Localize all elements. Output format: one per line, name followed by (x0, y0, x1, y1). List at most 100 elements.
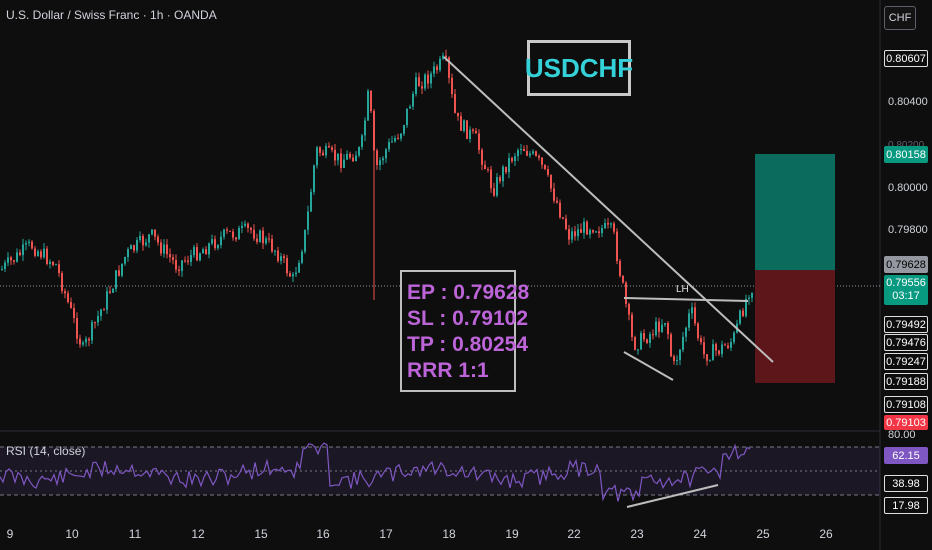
candle-body (76, 317, 78, 339)
trade-details-box[interactable]: EP : 0.79628 SL : 0.79102 TP : 0.80254 R… (400, 270, 530, 392)
candle-body (229, 230, 231, 232)
candle-body (652, 334, 654, 336)
candle-body (532, 151, 534, 154)
candle-body (61, 273, 63, 292)
candle-body (118, 270, 120, 276)
candle-body (439, 58, 441, 71)
candle-body (64, 291, 66, 294)
candle-body (697, 323, 699, 339)
candle-body (379, 160, 381, 165)
ticker-annotation[interactable]: USDCHF (525, 40, 633, 96)
candle-body (88, 338, 90, 341)
candle-body (46, 248, 48, 264)
candle-body (745, 298, 747, 317)
candle-body (286, 258, 288, 274)
candle-body (301, 251, 303, 263)
rsi-indicator-label[interactable]: RSI (14, close) (6, 444, 86, 458)
candle-body (667, 323, 669, 335)
candlestick-series (1, 49, 753, 366)
candle-body (649, 334, 651, 343)
candle-body (694, 307, 696, 324)
candle-body (205, 249, 207, 255)
candle-body (280, 256, 282, 261)
candle-body (184, 260, 186, 262)
candle-body (691, 307, 693, 314)
candle-body (682, 336, 684, 350)
time-tick: 24 (693, 527, 707, 541)
candle-body (514, 156, 516, 162)
time-tick: 17 (379, 527, 393, 541)
symbol-title[interactable]: U.S. Dollar / Swiss Franc · 1h · OANDA (6, 8, 217, 22)
candle-body (613, 223, 615, 232)
time-tick: 19 (505, 527, 519, 541)
candle-body (259, 230, 261, 242)
entry-price-tag: 0.79628 (884, 256, 928, 273)
rsi-line (0, 442, 751, 502)
candle-body (331, 147, 333, 150)
candle-body (307, 211, 309, 230)
lower-high-line[interactable] (623, 297, 749, 302)
candle-body (427, 74, 429, 84)
candle-body (100, 309, 102, 316)
take-profit-price-tag: 0.80158 (884, 146, 928, 163)
price-label-high: 0.80607 (884, 50, 928, 67)
time-tick: 18 (442, 527, 456, 541)
candle-body (355, 155, 357, 162)
candle-body (730, 342, 732, 348)
candle-body (670, 334, 672, 357)
candle-body (517, 149, 519, 157)
candle-body (175, 260, 177, 270)
candle-body (67, 293, 69, 302)
descending-trendline[interactable] (443, 56, 774, 363)
rsi-divergence-line[interactable] (626, 484, 719, 508)
candle-body (295, 272, 297, 275)
candle-body (625, 282, 627, 304)
last-price-value: 0.79556 (886, 277, 926, 289)
candle-body (265, 238, 267, 244)
candle-body (718, 350, 720, 355)
candle-body (664, 323, 666, 325)
risk-reward-text: RRR 1:1 (407, 359, 489, 382)
candle-body (346, 153, 348, 160)
candle-body (559, 202, 561, 218)
take-profit-zone[interactable] (755, 154, 835, 270)
candle-body (70, 301, 72, 309)
candle-body (52, 261, 54, 266)
stop-loss-zone[interactable] (755, 270, 835, 383)
candle-body (247, 223, 249, 229)
candle-body (655, 321, 657, 336)
price-label: 0.79247 (884, 353, 928, 370)
candle-body (40, 251, 42, 258)
candle-body (391, 141, 393, 143)
candle-body (421, 86, 423, 89)
candle-body (499, 177, 501, 182)
rsi-level-label: 38.98 (884, 475, 928, 492)
currency-button[interactable]: CHF (884, 6, 916, 30)
candle-body (565, 218, 567, 230)
candle-body (253, 229, 255, 239)
candle-body (37, 251, 39, 256)
wedge-lower-line[interactable] (623, 351, 674, 381)
candle-body (511, 158, 513, 162)
candle-body (241, 225, 243, 228)
candle-body (436, 66, 438, 71)
candle-body (214, 239, 216, 249)
candle-body (604, 222, 606, 229)
candle-body (556, 200, 558, 203)
candle-body (469, 129, 471, 139)
candle-body (235, 237, 237, 240)
candle-body (493, 188, 495, 196)
candle-body (292, 274, 294, 277)
candle-body (199, 253, 201, 261)
candle-body (406, 108, 408, 126)
candle-body (25, 243, 27, 245)
candle-body (142, 235, 144, 246)
take-profit-text: TP : 0.80254 (407, 333, 529, 356)
candle-body (79, 338, 81, 345)
rsi-value-tag: 62.15 (884, 447, 928, 464)
candle-body (631, 314, 633, 338)
entry-price-text: EP : 0.79628 (407, 281, 530, 304)
candle-body (106, 291, 108, 310)
candle-body (283, 256, 285, 259)
